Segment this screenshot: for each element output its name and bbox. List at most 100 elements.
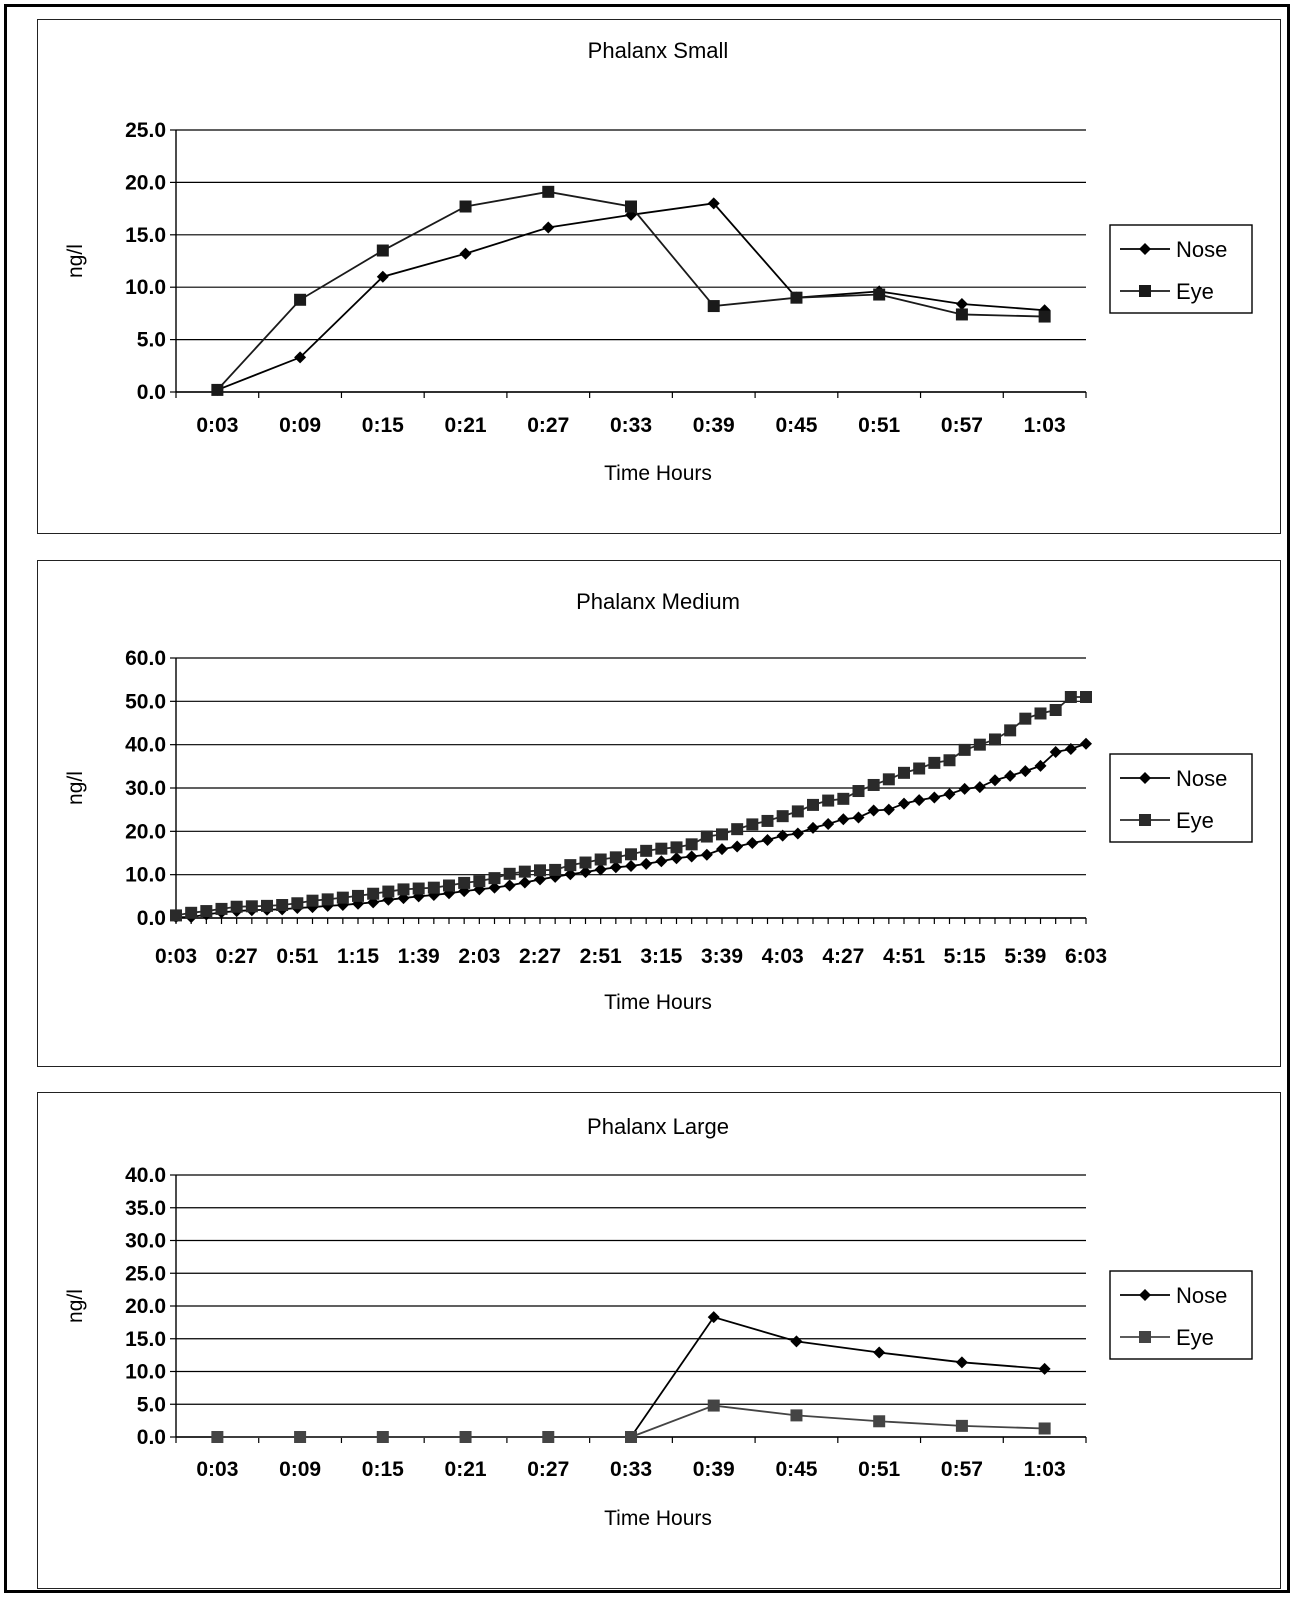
x-tick-label: 1:03	[1024, 414, 1066, 437]
data-point-nose	[609, 861, 622, 874]
series-line-eye	[175, 696, 1086, 917]
series-line-nose	[217, 202, 1045, 391]
chart-title: Phalanx Medium	[576, 589, 740, 614]
legend-marker-nose	[1139, 772, 1151, 784]
y-tick-label: 0.0	[137, 381, 166, 404]
data-point-eye	[790, 291, 803, 304]
data-point-nose	[973, 781, 986, 794]
data-point-nose	[837, 813, 850, 826]
data-point-nose	[731, 840, 744, 853]
data-point-eye	[488, 872, 501, 885]
data-point-nose	[898, 797, 910, 810]
legend-label-nose: Nose	[1176, 1283, 1227, 1308]
data-point-eye	[261, 899, 273, 912]
data-point-eye	[791, 805, 804, 818]
data-point-nose	[503, 879, 516, 892]
data-point-eye	[790, 1409, 803, 1422]
data-point-eye	[542, 1431, 555, 1443]
chart-panel-phalanx-large: Phalanx Large 0.0 5.0 10.0 15.0 20.0 25.0 30.0 3…	[37, 1092, 1281, 1589]
data-point-eye	[867, 778, 880, 791]
data-point-eye	[443, 879, 455, 892]
data-point-nose	[397, 892, 410, 905]
x-tick-label: 2:27	[519, 945, 561, 968]
data-point-eye	[1004, 724, 1017, 737]
chart-title: Phalanx Large	[587, 1114, 729, 1139]
legend-marker-eye	[1139, 285, 1151, 297]
data-point-eye	[1038, 1422, 1051, 1435]
data-point-eye	[1064, 691, 1077, 703]
data-point-nose	[306, 901, 319, 914]
data-point-nose	[716, 843, 728, 856]
data-point-eye	[276, 899, 289, 911]
data-point-eye	[873, 288, 886, 301]
data-point-nose	[989, 774, 1001, 787]
data-point-eye	[625, 1431, 637, 1443]
y-tick-label: 35.0	[125, 1197, 166, 1220]
data-point-eye	[230, 900, 243, 913]
legend-label-nose: Nose	[1176, 766, 1227, 791]
data-point-eye	[503, 867, 516, 880]
legend-label-eye: Eye	[1176, 279, 1214, 304]
data-point-nose	[867, 804, 880, 817]
x-tick-label: 5:39	[1004, 945, 1046, 968]
data-point-eye	[898, 766, 910, 779]
data-point-eye	[670, 841, 683, 854]
x-tick-label: 0:33	[610, 1458, 652, 1481]
x-tick-label: 1:15	[337, 945, 379, 968]
data-point-nose	[707, 1311, 720, 1324]
data-point-eye	[807, 798, 819, 811]
legend-marker-nose	[1139, 1289, 1151, 1301]
data-point-eye	[989, 733, 1001, 746]
legend-label-nose: Nose	[1176, 237, 1227, 262]
data-point-eye	[291, 897, 304, 910]
x-tick-label: 0:33	[610, 414, 652, 437]
data-point-eye	[943, 754, 956, 767]
data-point-eye	[1049, 704, 1062, 716]
data-point-eye	[352, 889, 364, 902]
y-tick-label: 15.0	[125, 1328, 166, 1351]
data-point-eye	[458, 876, 471, 889]
x-tick-label: 0:03	[196, 1458, 238, 1481]
y-tick-label: 40.0	[125, 734, 166, 757]
y-tick-label: 40.0	[125, 1164, 166, 1187]
data-point-nose	[852, 811, 865, 824]
data-point-eye	[1034, 707, 1047, 720]
legend-marker-nose	[1139, 243, 1151, 255]
data-point-eye	[707, 1399, 720, 1412]
y-tick-label: 20.0	[125, 820, 166, 843]
x-tick-label: 0:27	[527, 1458, 569, 1481]
y-tick-label: 0.0	[137, 907, 166, 930]
data-point-eye	[707, 300, 720, 313]
y-tick-label: 30.0	[125, 777, 166, 800]
data-point-eye	[170, 909, 182, 922]
data-point-nose	[542, 221, 555, 234]
x-tick-label: 3:39	[701, 945, 743, 968]
data-point-eye	[367, 887, 380, 900]
x-tick-label: 0:21	[445, 1458, 487, 1481]
data-point-nose	[459, 247, 472, 260]
data-point-nose	[564, 868, 577, 881]
data-point-nose	[1064, 743, 1077, 755]
data-point-nose	[700, 848, 713, 861]
x-tick-label: 2:03	[458, 945, 500, 968]
data-point-nose	[594, 863, 607, 876]
y-tick-label: 5.0	[137, 329, 166, 352]
data-point-nose	[685, 850, 698, 863]
data-point-eye	[459, 1431, 472, 1443]
x-tick-label: 0:21	[445, 414, 487, 437]
data-point-eye	[655, 842, 668, 855]
data-point-eye	[382, 885, 395, 898]
x-tick-label: 2:51	[580, 945, 622, 968]
data-point-eye	[211, 383, 224, 396]
y-axis-label: ng/l	[64, 1289, 87, 1323]
y-tick-label: 50.0	[125, 690, 166, 713]
y-tick-label: 10.0	[125, 276, 166, 299]
data-point-eye	[579, 856, 592, 869]
data-point-eye	[473, 875, 486, 888]
data-point-eye	[685, 838, 698, 851]
data-point-eye	[427, 881, 440, 894]
data-point-nose	[534, 873, 546, 886]
series-line-eye	[216, 190, 1045, 391]
data-point-nose	[873, 1346, 886, 1359]
legend-box	[1109, 753, 1253, 843]
